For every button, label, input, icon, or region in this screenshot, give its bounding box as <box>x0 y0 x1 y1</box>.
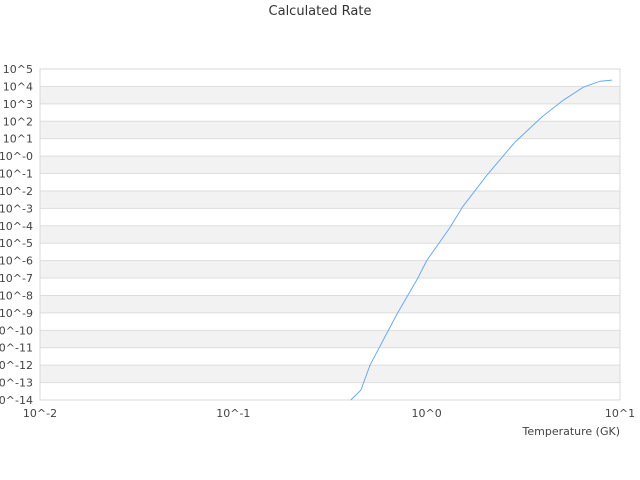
plot-border <box>39 68 621 401</box>
grid-band <box>40 208 620 226</box>
grid-band <box>40 312 620 331</box>
grid-band <box>40 190 620 209</box>
grid-band <box>40 156 620 174</box>
y-tick-label: 10^-5 <box>0 237 33 250</box>
y-tick-label: 10^-3 <box>0 202 33 215</box>
y-tick-label: 10^-9 <box>0 307 33 320</box>
y-tick-label: 10^-8 <box>0 289 33 302</box>
y-tick-label: 10^1 <box>3 133 33 146</box>
y-tick-label: 10^-4 <box>0 220 33 233</box>
y-tick-label: 10^-14 <box>0 394 33 407</box>
grid-band <box>40 365 620 383</box>
grid-band <box>40 330 620 348</box>
grid-band <box>40 173 620 191</box>
grid-band <box>40 347 620 366</box>
y-tick-label: 10^-1 <box>0 168 33 181</box>
y-tick-label: 10^5 <box>3 63 33 76</box>
grid-band <box>40 69 620 87</box>
x-tick-label: 10^1 <box>605 407 635 420</box>
y-tick-label: 10^-10 <box>0 324 33 337</box>
y-tick-label: 10^-12 <box>0 359 33 372</box>
grid-band <box>40 103 620 122</box>
y-tick-label: 10^-0 <box>0 150 33 163</box>
grid-band <box>40 260 620 279</box>
x-tick-label: 10^-1 <box>216 407 250 420</box>
grid-band <box>40 295 620 313</box>
grid-band <box>40 138 620 157</box>
y-tick-label: 10^2 <box>3 115 33 128</box>
y-tick-label: 10^-7 <box>0 272 33 285</box>
y-tick-label: 10^-2 <box>0 185 33 198</box>
rate-line <box>350 79 613 401</box>
grid-band <box>40 278 620 296</box>
chart-title: Calculated Rate <box>268 4 372 19</box>
y-tick-label: 10^-13 <box>0 377 33 390</box>
y-tick-label: 10^4 <box>3 80 33 93</box>
x-tick-label: 10^-2 <box>23 407 57 420</box>
y-tick-label: 10^3 <box>3 98 33 111</box>
grid-band <box>40 121 620 139</box>
x-axis-label: Temperature (GK) <box>522 425 621 438</box>
y-tick-label: 10^-11 <box>0 342 33 355</box>
y-tick-label: 10^-6 <box>0 255 33 268</box>
grid-band <box>40 382 620 400</box>
x-tick-label: 10^0 <box>412 407 442 420</box>
grid-band <box>40 225 620 244</box>
grid-band <box>40 86 620 104</box>
grid-band <box>40 243 620 261</box>
